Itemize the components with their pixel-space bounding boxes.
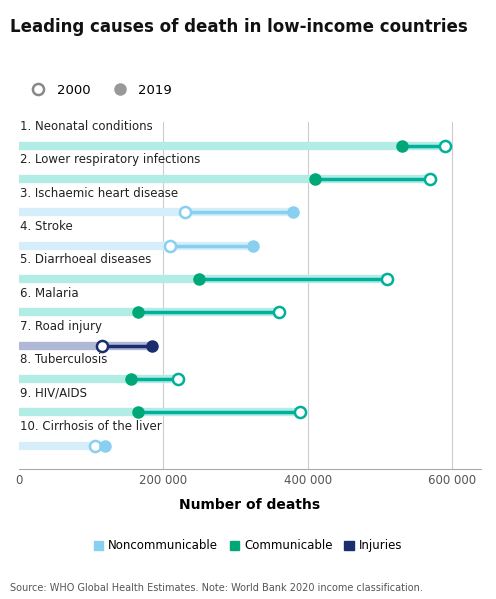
Text: Leading causes of death in low-income countries: Leading causes of death in low-income co… — [10, 18, 468, 36]
Text: 6. Malaria: 6. Malaria — [20, 287, 79, 300]
Text: 9. HIV/AIDS: 9. HIV/AIDS — [20, 387, 87, 400]
Text: 1. Neonatal conditions: 1. Neonatal conditions — [20, 120, 153, 133]
Legend: 2000, 2019: 2000, 2019 — [25, 84, 172, 97]
Text: 8. Tuberculosis: 8. Tuberculosis — [20, 353, 108, 367]
Text: 4. Stroke: 4. Stroke — [20, 220, 73, 233]
Text: Source: WHO Global Health Estimates. Note: World Bank 2020 income classification: Source: WHO Global Health Estimates. Not… — [10, 583, 423, 593]
Text: 2. Lower respiratory infections: 2. Lower respiratory infections — [20, 153, 200, 167]
Text: 10. Cirrhosis of the liver: 10. Cirrhosis of the liver — [20, 420, 162, 433]
Legend: Noncommunicable, Communicable, Injuries: Noncommunicable, Communicable, Injuries — [89, 535, 407, 557]
Text: 3. Ischaemic heart disease: 3. Ischaemic heart disease — [20, 187, 178, 199]
Text: 5. Diarrhoeal diseases: 5. Diarrhoeal diseases — [20, 253, 151, 267]
Text: 7. Road injury: 7. Road injury — [20, 320, 102, 333]
X-axis label: Number of deaths: Number of deaths — [179, 498, 320, 512]
